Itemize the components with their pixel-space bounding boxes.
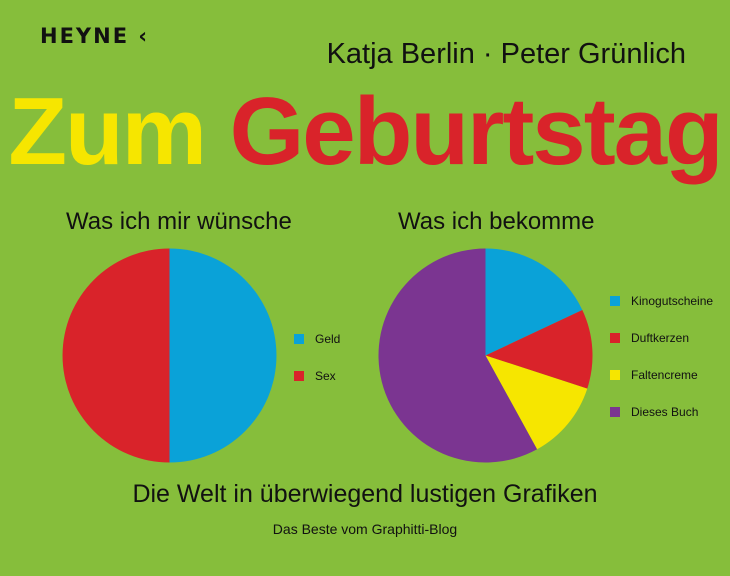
legend-item-geld: Geld [294, 320, 340, 357]
legend-item-dieses-buch: Dieses Buch [610, 393, 713, 430]
legend-swatch [610, 295, 620, 306]
legend-item-duftkerzen: Duftkerzen [610, 319, 713, 356]
pie-slice-duftkerzen [485, 309, 593, 389]
legend-label: Duftkerzen [631, 330, 690, 345]
authors: Katja Berlin · Peter Grünlich [326, 38, 686, 70]
legend-label: Geld [315, 331, 341, 346]
legend-item-faltencreme: Faltencreme [610, 356, 713, 393]
chart-title-received: Was ich bekomme [398, 208, 595, 235]
legend-swatch [294, 333, 304, 344]
pie-slice-sex [62, 248, 170, 463]
pie-slice-geld [169, 248, 277, 463]
pie-chart-received [378, 248, 593, 463]
legend-swatch [610, 332, 620, 343]
book-tagline: Das Beste vom Graphitti-Blog [272, 521, 458, 537]
title-part-zum: Zum [8, 78, 207, 185]
legend-swatch [294, 370, 304, 381]
chart-title-wishes: Was ich mir wünsche [66, 208, 292, 235]
book-title: Zum Geburtstag [0, 82, 730, 182]
legend-label: Faltencreme [631, 367, 698, 382]
pie-chart-wishes [62, 248, 277, 463]
legend-label: Dieses Buch [631, 404, 699, 419]
publisher-logo: HEYNE ‹ [40, 24, 150, 48]
legend-item-kinogutscheine: Kinogutscheine [610, 282, 713, 319]
pie-slice-dieses-buch [378, 248, 538, 463]
legend-item-sex: Sex [294, 357, 340, 394]
pie-slice-faltencreme [485, 355, 588, 450]
legend-received: Kinogutscheine Duftkerzen Faltencreme Diese… [610, 282, 713, 430]
book-subtitle: Die Welt in überwiegend lustigen Grafike… [132, 480, 598, 508]
legend-swatch [610, 406, 620, 417]
pie-slice-kinogutscheine [485, 248, 583, 356]
title-part-geburtstag: Geburtstag [229, 78, 724, 185]
legend-label: Kinogutscheine [631, 293, 714, 308]
legend-swatch [610, 369, 620, 380]
legend-wishes: Geld Sex [294, 320, 340, 394]
legend-label: Sex [315, 368, 336, 383]
